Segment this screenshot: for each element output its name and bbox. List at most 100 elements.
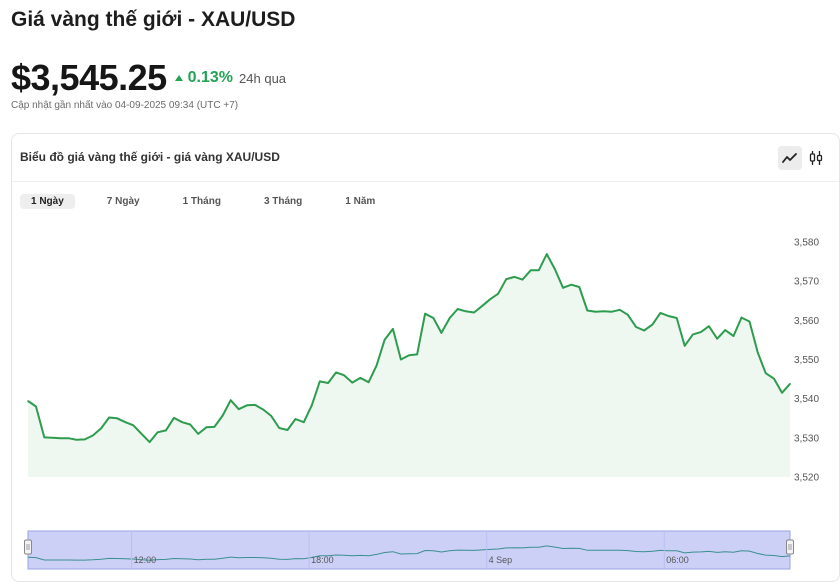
price-point (140, 433, 143, 435)
price-point (165, 429, 167, 432)
price-point (392, 328, 394, 330)
price-point (481, 305, 483, 307)
range-tabs: 1 Ngày 7 Ngày 1 Tháng 3 Tháng 1 Năm (20, 194, 407, 209)
price-point (408, 354, 410, 356)
price-point (311, 404, 313, 407)
price-point (489, 298, 492, 300)
navigator-left-handle[interactable] (24, 539, 32, 555)
last-updated: Cập nhật gần nhất vào 04-09-2025 09:34 (… (11, 100, 239, 111)
price-point (432, 317, 435, 319)
price-point (213, 426, 216, 428)
price-point (400, 358, 402, 361)
price-point (611, 310, 613, 313)
price-point (100, 427, 102, 430)
price-point (335, 371, 337, 374)
price-point (789, 383, 791, 385)
y-tick-label: 3,540 (794, 394, 819, 405)
price-change-percent: 0.13% (187, 69, 234, 86)
tab-1-year[interactable]: 1 Năm (345, 196, 376, 207)
price-point (319, 380, 321, 383)
chart-card: Biểu đồ giá vàng thế giới - giá vàng XAU… (11, 133, 840, 582)
range-navigator[interactable]: 12:00 18:00 4 Sep 06:00 (24, 530, 794, 570)
price-point (570, 283, 573, 286)
price-point (221, 414, 224, 417)
price-point (716, 337, 718, 340)
price-point (530, 269, 532, 271)
price-point (294, 418, 297, 420)
line-chart-button[interactable] (778, 146, 802, 170)
up-arrow-icon (174, 75, 183, 81)
navigator-tick-label: 18:00 (311, 555, 334, 565)
main-plot-area (27, 253, 791, 477)
price-point (43, 436, 46, 439)
price-point (189, 423, 191, 426)
price-point (546, 253, 548, 255)
current-price: $3,545.25 (11, 57, 167, 98)
price-point (35, 405, 37, 408)
y-tick-label: 3,570 (794, 277, 819, 288)
price-point (440, 332, 443, 334)
price-point (627, 314, 629, 316)
price-point (708, 325, 710, 327)
price-point (383, 339, 386, 341)
price-point (538, 269, 540, 271)
price-point (237, 408, 240, 411)
y-tick-label: 3,520 (794, 473, 819, 484)
price-point (270, 415, 273, 417)
tab-1-month[interactable]: 1 Tháng (182, 196, 221, 207)
navigator-right-handle[interactable] (786, 539, 794, 555)
price-point (286, 429, 289, 431)
page-title: Giá vàng thế giới - XAU/USD (11, 8, 296, 31)
price-point (351, 381, 354, 384)
price-point (27, 400, 29, 402)
y-tick-label: 3,550 (794, 355, 819, 366)
price-point (554, 268, 556, 271)
price-point (513, 276, 516, 278)
price-point (594, 310, 597, 313)
candlestick-button[interactable] (804, 146, 828, 170)
price-point (124, 421, 127, 424)
price-point (246, 404, 248, 407)
tab-3-months[interactable]: 3 Tháng (263, 196, 303, 207)
price-point (473, 311, 475, 314)
price-point (278, 427, 281, 429)
price-point (205, 426, 208, 429)
price-point (505, 278, 508, 280)
price-point (108, 416, 110, 419)
y-tick-label: 3,580 (794, 238, 819, 249)
price-point (464, 310, 467, 313)
price-point (132, 424, 135, 427)
price-point (375, 364, 378, 367)
price-point (367, 381, 370, 383)
price-point (424, 312, 426, 315)
price-point (343, 374, 345, 376)
price-point (156, 431, 159, 434)
candlestick-icon (809, 151, 823, 165)
price-point (173, 417, 175, 419)
line-chart-icon (782, 153, 797, 163)
price-point (643, 329, 645, 332)
price-point (635, 326, 637, 328)
y-tick-label: 3,560 (794, 316, 819, 327)
y-axis: 3,520 3,530 3,540 3,550 3,560 3,570 3,580 (794, 238, 819, 484)
price-point (773, 377, 775, 380)
price-point (740, 316, 743, 319)
price-point (84, 438, 86, 441)
price-point (497, 292, 500, 295)
price-point (67, 437, 70, 440)
price-point (619, 309, 621, 311)
price-point (781, 392, 783, 394)
price-point (764, 372, 767, 374)
navigator-tick-label: 4 Sep (489, 555, 513, 565)
chart-title: Biểu đồ giá vàng thế giới - giá vàng XAU… (20, 150, 280, 164)
price-point (675, 317, 678, 319)
navigator-tick-label: 06:00 (666, 555, 689, 565)
tab-1-day[interactable]: 1 Ngày (20, 194, 75, 209)
price-point (667, 315, 670, 317)
price-point (59, 437, 62, 440)
price-summary: $3,545.25 0.13% 24h qua (11, 57, 286, 98)
price-point (562, 287, 564, 289)
tab-7-days[interactable]: 7 Ngày (106, 196, 140, 207)
price-chart: 3,520 3,530 3,540 3,550 3,560 3,570 3,580 12:0… (24, 238, 819, 570)
price-point (303, 421, 305, 424)
